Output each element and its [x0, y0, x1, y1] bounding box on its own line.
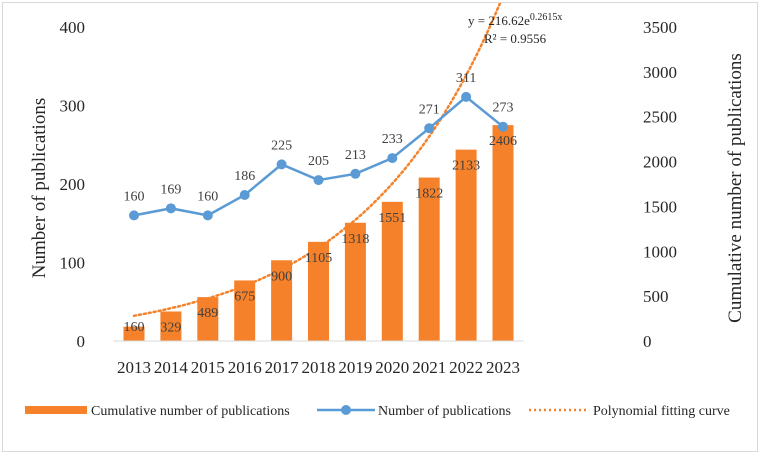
- point-2014: [165, 203, 176, 214]
- bar-2021: [418, 177, 440, 341]
- line-label-2019: 213: [345, 148, 366, 163]
- legend-label-bar: Cumulative number of publications: [91, 404, 290, 419]
- point-2018: [313, 175, 324, 186]
- line-label-2014: 169: [160, 182, 181, 197]
- x-tick-2016: 2016: [228, 358, 262, 377]
- legend-swatch-marker: [341, 405, 351, 415]
- left-axis-title: Number of publications: [29, 98, 50, 278]
- line-label-2016: 186: [234, 169, 255, 184]
- x-tick-2021: 2021: [412, 358, 446, 377]
- point-2016: [239, 189, 250, 200]
- line-label-2021: 271: [419, 102, 440, 117]
- bar-label-2021: 1822: [415, 187, 443, 202]
- point-2013: [129, 210, 139, 221]
- right-axis-ticks: 0 500 1000 1500 2000 2500 3000 3500: [643, 18, 677, 351]
- x-tick-2015: 2015: [191, 358, 225, 377]
- line-label-2023: 273: [493, 101, 514, 116]
- left-tick-400: 400: [60, 18, 86, 37]
- chart: 0 100 200 300 400 0 500 1000 1500 2000 2500 3000 35…: [25, 0, 746, 419]
- bar-2023: [492, 125, 514, 341]
- right-tick-1500: 1500: [643, 197, 677, 216]
- bar-2016: [234, 280, 256, 341]
- right-tick-0: 0: [643, 332, 652, 351]
- x-axis-ticks: 2013 2014 2015 2016 2017 2018 2019 2020 2021 2022…: [117, 358, 520, 377]
- bar-label-2017: 900: [271, 269, 292, 284]
- legend: Cumulative number of publications Number…: [25, 404, 730, 419]
- right-tick-2000: 2000: [643, 153, 677, 172]
- line-series: [129, 91, 508, 221]
- chart-frame: 0 100 200 300 400 0 500 1000 1500 2000 2500 3000 35…: [2, 0, 758, 452]
- bar-2022: [455, 149, 477, 341]
- line-label-2022: 311: [456, 71, 476, 86]
- bar-2015: [197, 297, 219, 341]
- legend-swatch-bar: [25, 406, 87, 414]
- x-tick-2020: 2020: [375, 358, 409, 377]
- left-tick-0: 0: [77, 332, 86, 351]
- trendline: [132, 0, 503, 318]
- left-tick-200: 200: [60, 175, 86, 194]
- equation-text: y = 216.62e0.2615x: [468, 12, 562, 28]
- right-tick-3500: 3500: [643, 18, 677, 37]
- bar-label-2019: 1318: [341, 232, 369, 247]
- bar-label-2018: 1105: [305, 251, 332, 266]
- point-2023: [498, 121, 508, 132]
- bar-2018: [308, 241, 329, 341]
- left-tick-100: 100: [60, 254, 86, 273]
- left-tick-300: 300: [60, 97, 86, 116]
- legend-label-trend: Polynomial fitting curve: [593, 404, 730, 419]
- point-2022: [461, 91, 472, 102]
- bar-data-labels: 160 329 489 675 900 1105 1318 1551 1822 2133 2406: [124, 134, 518, 335]
- left-axis-ticks: 0 100 200 300 400: [60, 18, 86, 351]
- point-2021: [424, 123, 435, 134]
- bar-label-2014: 329: [160, 320, 181, 335]
- x-tick-2023: 2023: [486, 358, 520, 377]
- bar-2020: [381, 201, 403, 341]
- point-2020: [387, 153, 398, 164]
- bar-2019: [344, 222, 366, 341]
- x-tick-2018: 2018: [302, 358, 336, 377]
- bar-2014: [160, 311, 182, 341]
- legend-label-line: Number of publications: [378, 404, 511, 419]
- trendline-equation: y = 216.62e0.2615x R² = 0.9556: [468, 12, 562, 46]
- bar-2017: [271, 260, 293, 341]
- right-tick-2500: 2500: [643, 108, 677, 127]
- line-label-2017: 225: [271, 138, 292, 153]
- line-label-2015: 160: [197, 189, 218, 204]
- r-squared-text: R² = 0.9556: [484, 31, 547, 46]
- line-label-2020: 233: [382, 132, 403, 147]
- point-2017: [276, 159, 287, 170]
- trendline-series: [132, 0, 503, 318]
- equation-exponent: 0.2615x: [530, 12, 563, 23]
- right-tick-500: 500: [643, 287, 669, 306]
- right-tick-1000: 1000: [643, 242, 677, 261]
- x-tick-2014: 2014: [154, 358, 189, 377]
- x-tick-2022: 2022: [449, 358, 483, 377]
- line-label-2018: 205: [308, 154, 329, 169]
- point-2015: [202, 210, 213, 221]
- bar-2013: [123, 326, 145, 341]
- bar-label-2023: 2406: [489, 134, 517, 149]
- line-label-2013: 160: [124, 189, 145, 204]
- bar-label-2013: 160: [124, 320, 145, 335]
- right-axis-title: Cumulative number of publications: [725, 53, 746, 323]
- bar-label-2020: 1551: [378, 211, 406, 226]
- line-data-labels: 160 169 160 186 225 205 213 233 271 311 273: [124, 71, 514, 205]
- right-tick-3000: 3000: [643, 63, 677, 82]
- x-tick-2013: 2013: [117, 358, 151, 377]
- bar-label-2015: 489: [197, 306, 218, 321]
- point-2019: [350, 168, 361, 179]
- x-tick-2019: 2019: [338, 358, 372, 377]
- bar-label-2022: 2133: [452, 159, 480, 174]
- bar-label-2016: 675: [234, 289, 255, 304]
- equation-prefix: y = 216.62e: [468, 13, 530, 28]
- bar-series: [123, 125, 514, 341]
- x-tick-2017: 2017: [265, 358, 300, 377]
